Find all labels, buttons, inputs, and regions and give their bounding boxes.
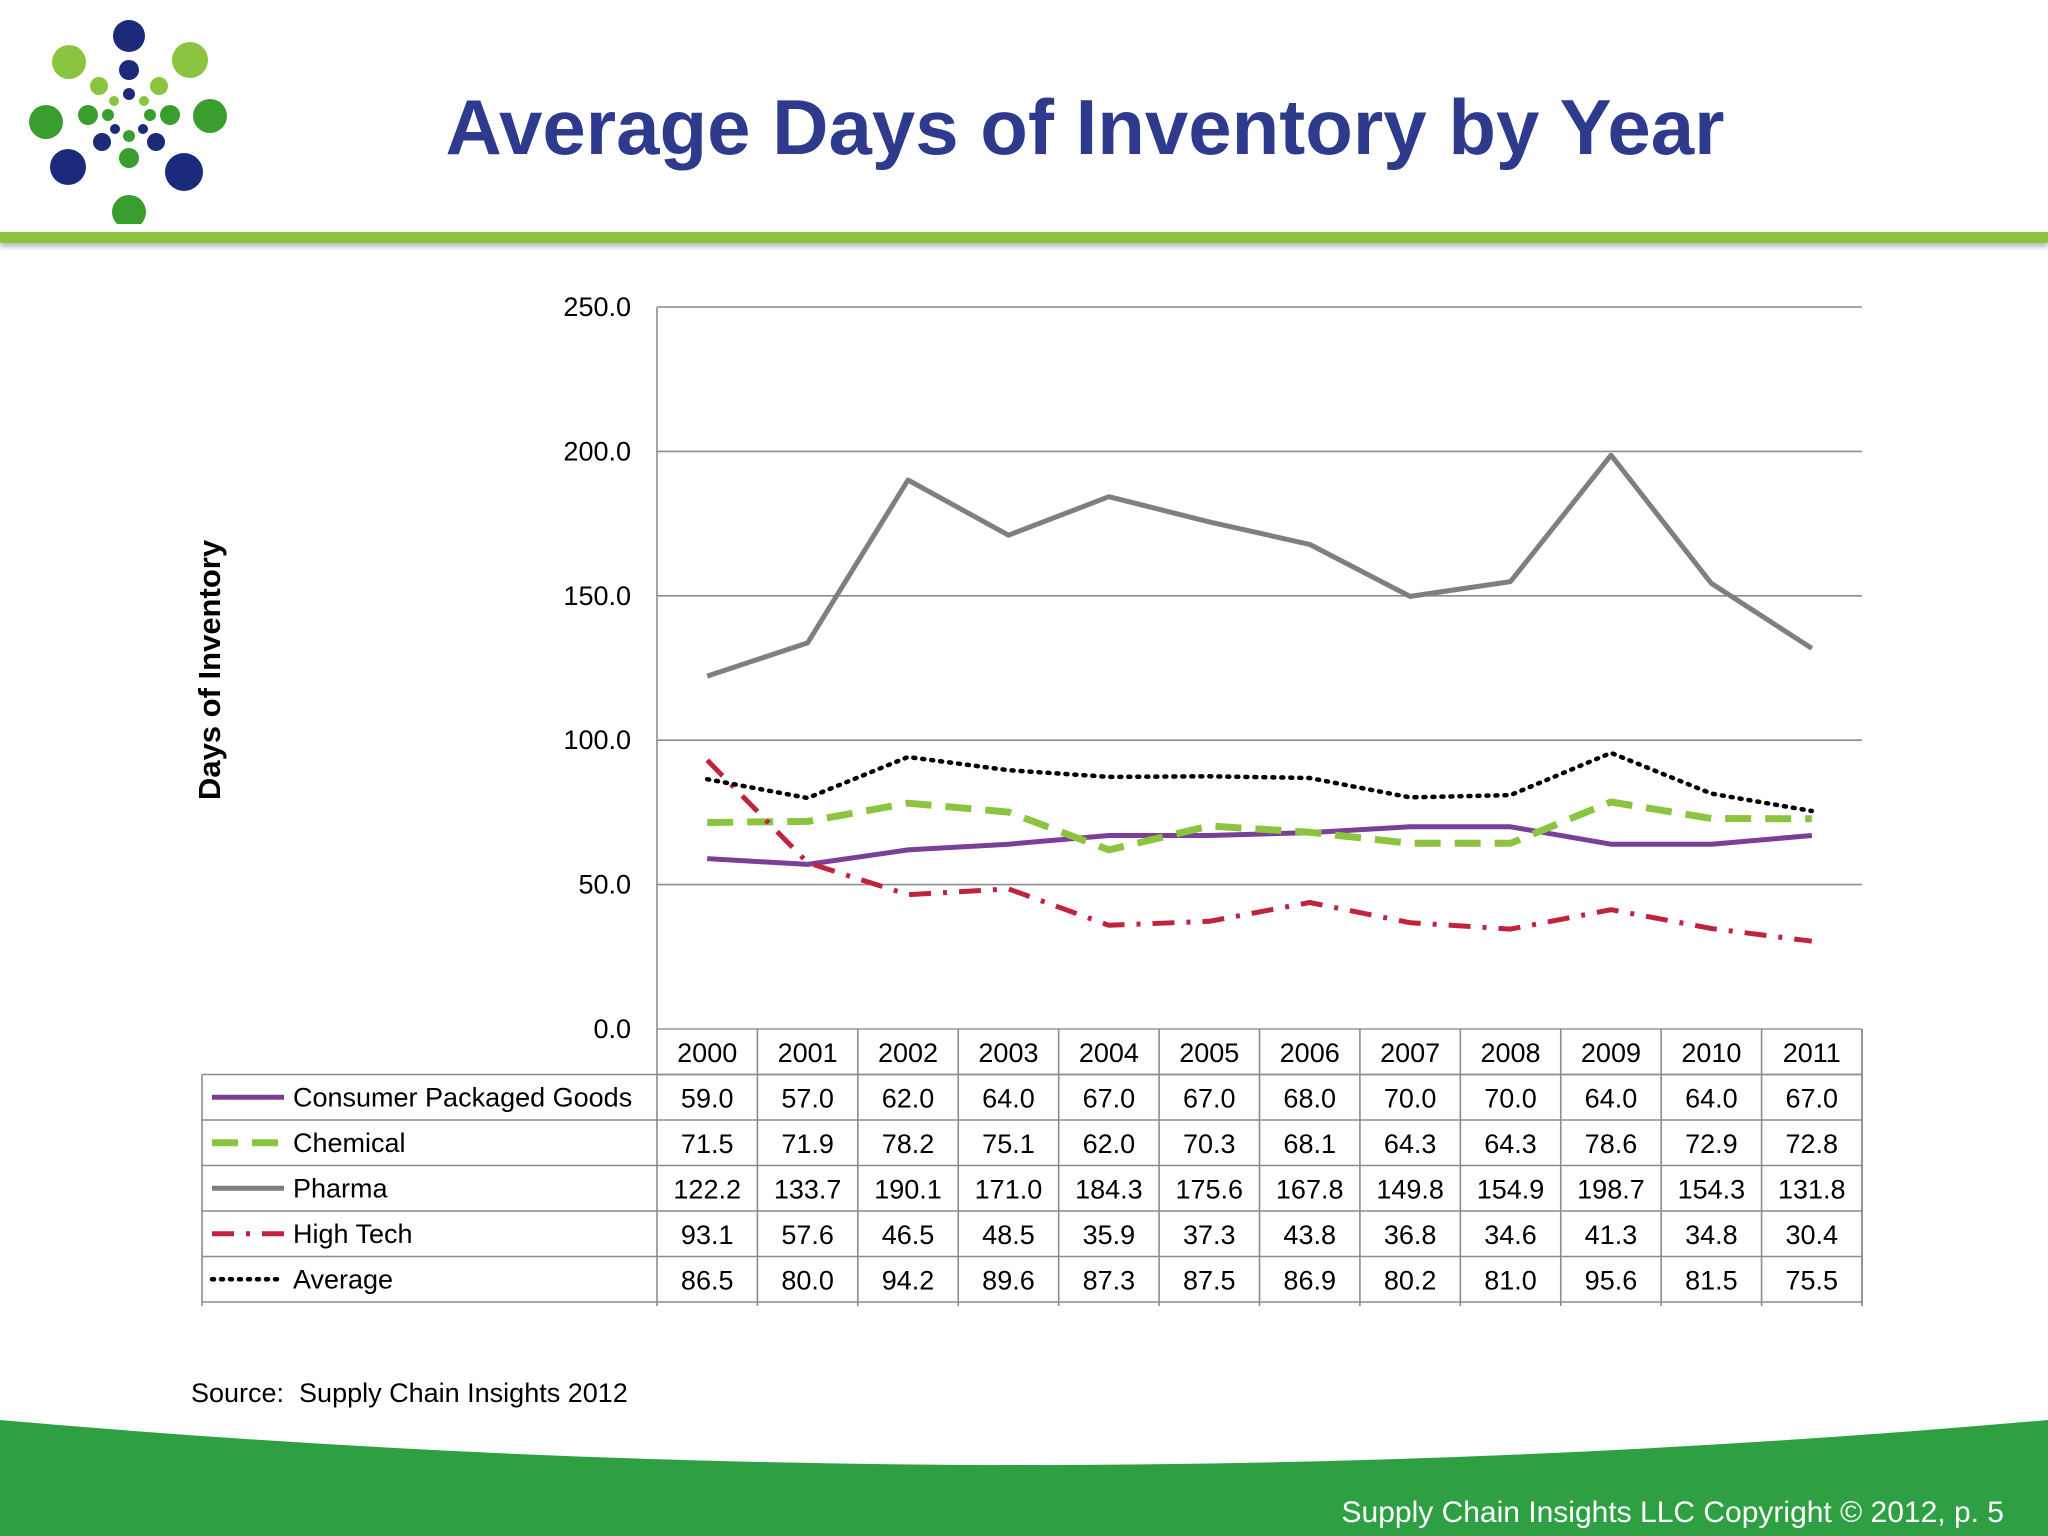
data-label: 89.6 [982, 1265, 1035, 1295]
data-label: 154.9 [1477, 1174, 1545, 1204]
page-title: Average Days of Inventory by Year [445, 83, 1725, 171]
data-label: 34.6 [1484, 1220, 1537, 1250]
legend-label: High Tech [293, 1219, 413, 1249]
data-label: 87.3 [1083, 1265, 1136, 1295]
data-label: 80.0 [781, 1265, 834, 1295]
data-label: 71.9 [781, 1129, 834, 1159]
data-label: 190.1 [874, 1174, 942, 1204]
data-label: 62.0 [882, 1083, 935, 1113]
y-tick-label: 50.0 [578, 870, 631, 900]
data-label: 95.6 [1585, 1265, 1638, 1295]
company-logo [29, 20, 227, 224]
data-label: 131.8 [1778, 1174, 1846, 1204]
x-tick-label: 2003 [978, 1038, 1038, 1068]
data-label: 86.5 [681, 1265, 734, 1295]
header-divider [0, 232, 2048, 243]
data-label: 59.0 [681, 1083, 734, 1113]
data-label: 35.9 [1083, 1220, 1136, 1250]
data-label: 64.0 [1685, 1083, 1738, 1113]
data-label: 72.9 [1685, 1129, 1738, 1159]
data-label: 87.5 [1183, 1265, 1236, 1295]
data-label: 75.5 [1786, 1265, 1839, 1295]
data-label: 94.2 [882, 1265, 935, 1295]
series-line-consumer-packaged-goods [707, 824, 1813, 867]
data-label: 81.0 [1484, 1265, 1537, 1295]
data-label: 41.3 [1585, 1220, 1638, 1250]
data-label: 93.1 [681, 1220, 734, 1250]
data-label: 80.2 [1384, 1265, 1437, 1295]
series-line-pharma [706, 452, 1814, 679]
data-label: 86.9 [1283, 1265, 1336, 1295]
y-tick-label: 0.0 [593, 1014, 631, 1044]
data-label: 122.2 [673, 1174, 741, 1204]
data-label: 175.6 [1176, 1174, 1244, 1204]
data-label: 36.8 [1384, 1220, 1437, 1250]
data-label: 57.0 [781, 1083, 834, 1113]
source-note: Source: Supply Chain Insights 2012 [191, 1378, 628, 1408]
data-label: 64.0 [982, 1083, 1035, 1113]
data-label: 57.6 [781, 1220, 834, 1250]
copyright-text: Supply Chain Insights LLC Copyright © 20… [1341, 1496, 2005, 1529]
x-tick-label: 2009 [1581, 1038, 1641, 1068]
data-label: 62.0 [1083, 1129, 1136, 1159]
data-label: 46.5 [882, 1220, 935, 1250]
x-tick-label: 2011 [1783, 1038, 1841, 1068]
x-tick-label: 2005 [1179, 1038, 1239, 1068]
data-label: 34.8 [1685, 1220, 1738, 1250]
data-label: 48.5 [982, 1220, 1035, 1250]
series-line-chemical [707, 798, 1812, 854]
data-label: 70.0 [1484, 1083, 1537, 1113]
data-label: 43.8 [1283, 1220, 1336, 1250]
data-label: 71.5 [681, 1129, 734, 1159]
data-label: 64.0 [1585, 1083, 1638, 1113]
data-label: 171.0 [975, 1174, 1043, 1204]
legend-label: Average [293, 1264, 393, 1294]
data-label: 198.7 [1577, 1174, 1645, 1204]
data-label: 167.8 [1276, 1174, 1344, 1204]
data-label: 68.0 [1283, 1083, 1336, 1113]
data-label: 37.3 [1183, 1220, 1236, 1250]
x-tick-label: 2000 [677, 1038, 737, 1068]
y-tick-label: 150.0 [563, 581, 631, 611]
data-label: 67.0 [1183, 1083, 1236, 1113]
x-tick-label: 2006 [1280, 1038, 1340, 1068]
y-tick-label: 250.0 [563, 292, 631, 322]
data-label: 78.2 [882, 1129, 935, 1159]
x-tick-label: 2010 [1681, 1038, 1741, 1068]
data-label: 70.3 [1183, 1129, 1236, 1159]
legend-label: Consumer Packaged Goods [293, 1082, 632, 1112]
data-label: 133.7 [774, 1174, 842, 1204]
x-tick-label: 2008 [1481, 1038, 1541, 1068]
data-label: 149.8 [1376, 1174, 1444, 1204]
data-label: 64.3 [1484, 1129, 1537, 1159]
series-line-high-tech [705, 758, 1813, 944]
y-tick-label: 100.0 [563, 725, 631, 755]
data-label: 68.1 [1283, 1129, 1336, 1159]
data-label: 64.3 [1384, 1129, 1437, 1159]
y-tick-label: 200.0 [563, 436, 631, 466]
data-label: 75.1 [982, 1129, 1035, 1159]
x-tick-label: 2002 [878, 1038, 938, 1068]
data-label: 67.0 [1786, 1083, 1839, 1113]
data-label: 184.3 [1075, 1174, 1143, 1204]
x-tick-label: 2007 [1380, 1038, 1440, 1068]
data-label: 154.3 [1678, 1174, 1746, 1204]
data-label: 72.8 [1786, 1129, 1839, 1159]
series-line-average [704, 750, 1815, 814]
data-label: 30.4 [1786, 1220, 1839, 1250]
legend-label: Pharma [293, 1173, 389, 1203]
legend-label: Chemical [293, 1128, 406, 1158]
x-tick-label: 2001 [778, 1038, 838, 1068]
footer-band [0, 1420, 2048, 1536]
data-label: 81.5 [1685, 1265, 1738, 1295]
x-tick-label: 2004 [1079, 1038, 1139, 1068]
data-label: 78.6 [1585, 1129, 1638, 1159]
data-label: 70.0 [1384, 1083, 1437, 1113]
data-label: 67.0 [1083, 1083, 1136, 1113]
